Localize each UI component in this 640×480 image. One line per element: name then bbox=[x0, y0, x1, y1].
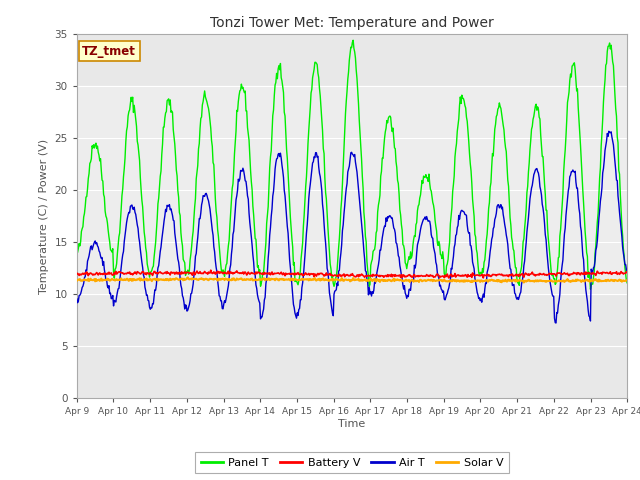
Text: TZ_tmet: TZ_tmet bbox=[83, 45, 136, 58]
X-axis label: Time: Time bbox=[339, 419, 365, 429]
Legend: Panel T, Battery V, Air T, Solar V: Panel T, Battery V, Air T, Solar V bbox=[195, 452, 509, 473]
Title: Tonzi Tower Met: Temperature and Power: Tonzi Tower Met: Temperature and Power bbox=[210, 16, 494, 30]
Bar bbox=[77, 86, 627, 294]
Y-axis label: Temperature (C) / Power (V): Temperature (C) / Power (V) bbox=[39, 138, 49, 294]
